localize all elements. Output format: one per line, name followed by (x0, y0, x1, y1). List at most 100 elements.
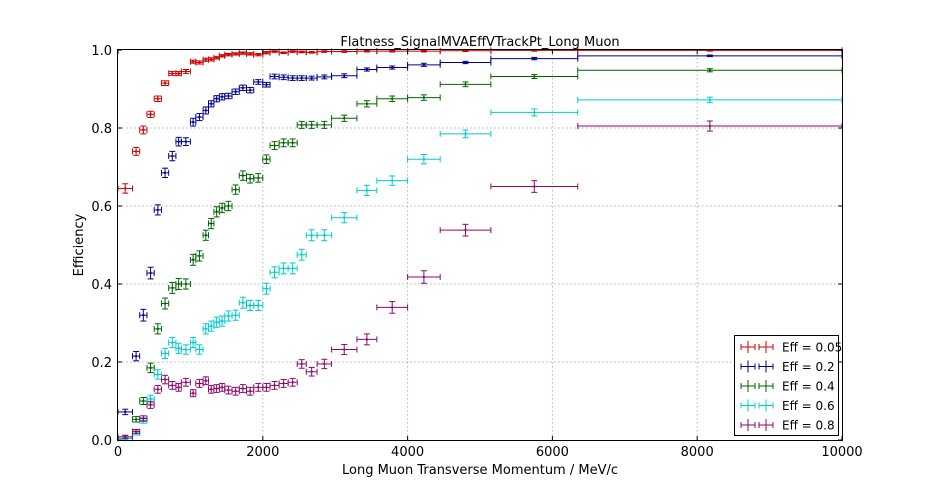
data-point (464, 132, 467, 136)
data-point (234, 314, 237, 317)
data-point (257, 386, 260, 389)
data-point (171, 341, 174, 344)
data-layer (117, 47, 843, 442)
y-axis-label: Efficiency (72, 213, 87, 276)
data-point (343, 50, 346, 53)
data-point (177, 386, 180, 389)
y-tick-label: 0.0 (91, 434, 112, 449)
data-point (227, 204, 230, 208)
data-point (204, 379, 207, 382)
data-point (184, 140, 188, 143)
data-point (234, 188, 237, 191)
data-point (184, 348, 188, 351)
legend-label: Eff = 0.6 (782, 399, 835, 413)
data-point (163, 302, 167, 305)
data-point (323, 50, 326, 53)
data-point (273, 271, 276, 274)
data-point (248, 304, 252, 307)
data-point (241, 387, 245, 390)
data-point (365, 338, 369, 341)
data-point (227, 388, 230, 392)
data-point (365, 49, 369, 53)
data-point (134, 430, 138, 433)
data-point (708, 124, 712, 128)
data-point (204, 327, 207, 331)
data-point (156, 97, 160, 100)
data-point (234, 90, 237, 93)
data-point (282, 76, 285, 79)
data-point (273, 50, 276, 53)
data-point (265, 83, 268, 86)
data-point (422, 49, 426, 53)
data-point (204, 109, 207, 112)
data-point (273, 144, 276, 147)
data-point (124, 435, 127, 439)
data-point (343, 348, 346, 351)
data-point (391, 49, 394, 53)
data-point (265, 158, 268, 161)
data-point (282, 267, 285, 270)
data-point (265, 386, 268, 389)
series-Eff = 0.4 (117, 67, 843, 440)
data-point (248, 390, 252, 393)
legend-label: Eff = 0.8 (782, 419, 835, 433)
legend-label: Eff = 0.2 (782, 360, 835, 374)
data-point (134, 418, 138, 421)
data-point (291, 267, 294, 270)
y-tick-label: 0.8 (91, 122, 112, 137)
data-point (198, 254, 201, 258)
data-point (422, 275, 426, 279)
data-point (464, 83, 467, 86)
data-point (282, 141, 285, 145)
data-point (163, 352, 167, 355)
legend-label: Eff = 0.05 (782, 341, 842, 355)
data-point (241, 51, 245, 55)
data-point (391, 66, 394, 69)
legend-label: Eff = 0.4 (782, 380, 835, 394)
data-point (265, 287, 268, 290)
data-point (533, 111, 536, 114)
legend-entry: Eff = 0.4 (740, 380, 835, 394)
data-point (323, 75, 326, 79)
data-point (149, 397, 152, 401)
data-point (464, 49, 467, 52)
data-point (163, 171, 167, 175)
data-point (464, 228, 467, 232)
data-point (257, 53, 260, 56)
chart-title: Flatness_SignalMVAEffVTrackPt_Long Muon (340, 35, 619, 50)
y-tick-label: 1.0 (91, 44, 112, 59)
data-point (210, 102, 213, 106)
data-point (323, 123, 326, 127)
legend: Eff = 0.05 Eff = 0.2 Eff = 0.4 Eff = 0.6 Eff… (734, 335, 842, 436)
data-point (291, 50, 294, 53)
data-point (310, 76, 313, 80)
data-point (184, 282, 188, 286)
series-Eff = 0.2 (117, 52, 843, 416)
data-point (300, 50, 303, 54)
data-point (215, 321, 218, 324)
data-point (300, 253, 303, 256)
data-point (343, 117, 346, 120)
data-point (708, 54, 712, 58)
data-point (391, 97, 394, 100)
data-point (198, 348, 201, 351)
data-point (265, 51, 268, 54)
y-tick-label: 0.4 (91, 278, 112, 293)
data-point (291, 141, 294, 145)
axis-ticks: 0 2000 4000 6000 8000 10000 0.0 0.2 0.4 0.6 0.8 1.0 (91, 44, 862, 460)
data-point (365, 189, 369, 192)
data-point (142, 417, 145, 420)
x-tick-label: 10000 (821, 445, 862, 460)
data-point (391, 179, 394, 182)
data-point (291, 76, 294, 80)
data-point (227, 314, 230, 318)
data-point (191, 60, 195, 63)
data-point (134, 150, 138, 153)
x-tick-label: 8000 (681, 445, 714, 460)
data-point (533, 185, 536, 188)
data-point (204, 58, 207, 61)
data-point (215, 56, 218, 59)
data-point (300, 123, 303, 127)
data-point (210, 324, 213, 328)
